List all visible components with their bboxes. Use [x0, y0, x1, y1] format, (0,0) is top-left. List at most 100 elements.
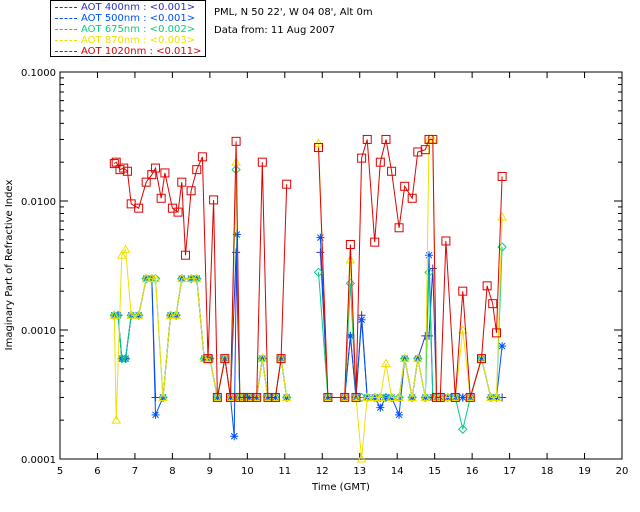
- data-point: [316, 233, 325, 242]
- x-tick-label: 5: [57, 466, 63, 477]
- data-point: [203, 354, 213, 364]
- data-point: [491, 392, 502, 401]
- data-point: [407, 392, 418, 401]
- x-tick-label: 20: [616, 466, 629, 477]
- series-aot-870nm: [109, 134, 507, 463]
- data-point: [465, 392, 476, 401]
- data-point: [420, 145, 430, 155]
- x-tick-label: 10: [241, 466, 254, 477]
- data-point: [239, 392, 249, 402]
- legend-swatch-675: [55, 29, 77, 30]
- data-point: [122, 166, 132, 176]
- data-point: [420, 392, 431, 401]
- data-point: [387, 166, 397, 176]
- data-point: [381, 358, 391, 367]
- data-point: [177, 177, 187, 187]
- data-point: [252, 392, 262, 402]
- axis-ticks: [59, 71, 623, 460]
- data-point: [395, 410, 404, 419]
- data-point: [158, 392, 168, 403]
- y-tick-label: 0.0001: [21, 455, 56, 466]
- legend-swatch-500: [55, 18, 77, 19]
- data-point: [488, 299, 498, 309]
- data-point: [231, 136, 241, 146]
- data-point: [458, 393, 467, 402]
- data-point: [458, 286, 468, 296]
- data-point: [177, 273, 187, 284]
- data-point: [270, 392, 280, 402]
- data-point: [375, 392, 386, 401]
- data-point: [192, 165, 202, 175]
- data-point: [491, 392, 502, 403]
- data-point: [323, 392, 333, 401]
- data-point: [160, 168, 170, 178]
- data-point: [357, 315, 366, 324]
- data-point: [225, 392, 236, 401]
- data-point: [133, 310, 144, 321]
- data-point: [486, 392, 496, 401]
- data-point: [476, 353, 487, 363]
- data-point: [441, 236, 451, 246]
- data-point: [356, 453, 367, 463]
- data-point: [412, 353, 423, 363]
- y-axis-label: Imaginary Part of Refractive Index: [4, 180, 15, 351]
- series-line: [318, 139, 503, 460]
- data-point: [109, 310, 120, 319]
- data-point: [386, 392, 397, 401]
- data-point: [186, 186, 196, 196]
- x-tick-label: 6: [94, 466, 100, 477]
- data-point: [117, 353, 127, 364]
- data-point: [120, 244, 131, 254]
- x-tick-label: 15: [428, 466, 441, 477]
- data-point: [394, 392, 404, 401]
- legend-swatch-870: [55, 40, 77, 41]
- data-point: [450, 392, 461, 401]
- data-point: [413, 353, 423, 364]
- data-point: [314, 142, 324, 152]
- data-point: [375, 157, 385, 167]
- legend-label-400: AOT 400nm : <0.001>: [81, 2, 196, 13]
- legend-label-1020: AOT 1020nm : <0.011>: [81, 46, 202, 57]
- y-tick-label: 0.0100: [21, 197, 56, 208]
- data-point: [281, 392, 292, 403]
- data-point: [165, 310, 176, 319]
- data-point: [458, 424, 468, 434]
- x-tick-label: 9: [207, 466, 213, 477]
- legend-swatch-400: [55, 7, 77, 8]
- legend-label-870: AOT 870nm : <0.003>: [81, 35, 196, 46]
- data-point: [150, 273, 161, 283]
- legend-label-500: AOT 500nm : <0.001>: [81, 13, 196, 24]
- data-point: [376, 403, 385, 412]
- data-point: [345, 254, 356, 264]
- x-tick-label: 7: [132, 466, 138, 477]
- data-point: [109, 159, 119, 169]
- series-layer: [109, 134, 507, 463]
- data-point: [425, 251, 434, 260]
- data-point: [257, 157, 267, 167]
- data-point: [491, 328, 501, 338]
- data-point: [263, 392, 273, 402]
- data-point: [323, 392, 333, 402]
- data-point: [357, 153, 367, 163]
- data-point: [443, 392, 453, 403]
- data-point: [220, 354, 230, 364]
- series-line: [113, 162, 288, 421]
- data-point: [257, 353, 268, 363]
- data-point: [477, 354, 486, 364]
- data-point: [399, 353, 410, 364]
- data-point: [197, 152, 207, 162]
- data-point: [276, 354, 286, 364]
- data-point: [362, 392, 373, 401]
- data-point: [116, 250, 127, 259]
- data-point: [151, 163, 161, 173]
- data-point: [428, 134, 438, 144]
- data-point: [257, 353, 268, 364]
- legend: AOT 400nm : <0.001> AOT 500nm : <0.001> …: [50, 0, 206, 57]
- data-point: [120, 353, 131, 364]
- data-point: [346, 331, 355, 340]
- data-point: [369, 392, 380, 401]
- data-point: [158, 392, 168, 401]
- data-point: [386, 392, 397, 403]
- x-tick-label: 8: [169, 466, 175, 477]
